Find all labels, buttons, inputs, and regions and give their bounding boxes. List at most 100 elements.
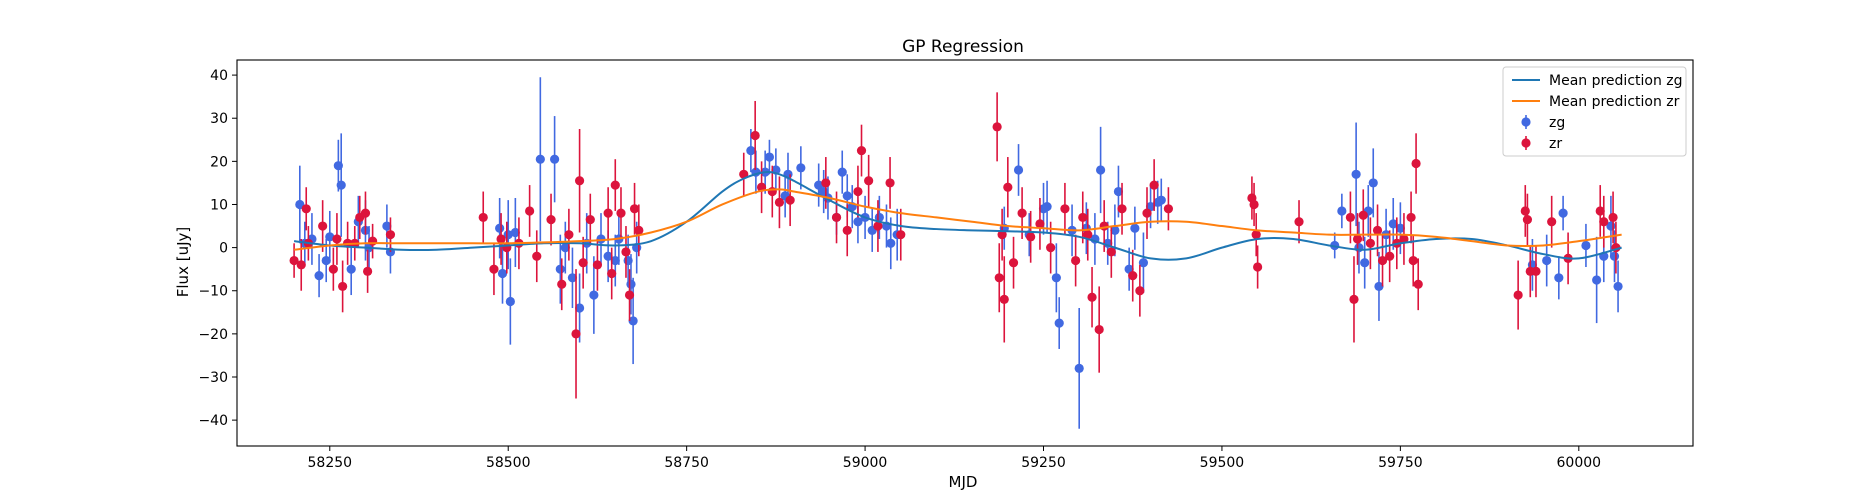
x-tick-label: 60000 xyxy=(1557,455,1602,471)
zr-point xyxy=(767,186,777,197)
zg-point xyxy=(510,227,520,238)
zg-point xyxy=(1054,318,1064,328)
zr-point xyxy=(363,266,373,276)
zg-point xyxy=(1360,258,1370,268)
zg-point xyxy=(1609,251,1620,261)
zr-point xyxy=(853,186,863,197)
x-tick-label: 59250 xyxy=(1021,455,1066,471)
zr-point xyxy=(1408,255,1418,266)
line-mean-prediction-zr xyxy=(293,188,1622,251)
zr-point xyxy=(1094,324,1104,335)
zr-point xyxy=(607,268,617,279)
y-tick-label: 10 xyxy=(210,197,228,213)
zg-point xyxy=(535,154,545,164)
zg-point xyxy=(1581,240,1591,251)
legend-label: zr xyxy=(1549,136,1562,152)
zr-point xyxy=(864,176,874,186)
zg-point xyxy=(842,191,852,201)
zr-point xyxy=(616,208,626,218)
zr-point xyxy=(1253,262,1263,272)
zr-point xyxy=(1003,182,1013,192)
y-tick-label: −20 xyxy=(198,327,228,343)
zg-point xyxy=(550,154,560,164)
zr-point xyxy=(1099,221,1109,231)
zr-point xyxy=(1071,255,1081,266)
x-tick-label: 59750 xyxy=(1378,455,1423,471)
zr-point xyxy=(332,234,342,244)
zg-point xyxy=(560,243,570,253)
zg-point xyxy=(382,221,392,231)
zr-point xyxy=(873,221,883,231)
zg-point xyxy=(1354,243,1364,253)
x-tick-label: 58250 xyxy=(308,455,353,471)
zg-point xyxy=(1130,223,1140,233)
zg-point xyxy=(1051,273,1061,283)
zr-point xyxy=(774,197,785,207)
zr-point xyxy=(296,260,306,270)
zg-point xyxy=(555,264,565,274)
legend-box xyxy=(1502,66,1687,157)
zr-point xyxy=(1128,271,1138,281)
zr-point xyxy=(621,247,631,257)
zr-point xyxy=(1249,199,1259,210)
zr-point xyxy=(574,176,585,186)
zg-point xyxy=(505,296,515,307)
y-tick-label: −30 xyxy=(198,370,228,386)
zg-point xyxy=(1395,223,1405,233)
zr-point xyxy=(1149,180,1159,190)
zr-point xyxy=(592,260,603,270)
line-mean-prediction-zg xyxy=(293,170,1622,261)
zr-point xyxy=(1008,258,1019,268)
zr-point xyxy=(1365,238,1375,248)
zr-point xyxy=(1083,230,1093,240)
zr-point xyxy=(1017,208,1027,218)
zr-point xyxy=(301,204,311,214)
zg-point xyxy=(1368,178,1378,188)
zr-point xyxy=(821,178,831,188)
zr-point xyxy=(289,255,299,266)
legend-label: Mean prediction zr xyxy=(1549,94,1680,110)
y-axis-title: Flux [uJy] xyxy=(174,227,192,297)
zr-point xyxy=(360,208,371,218)
zr-point xyxy=(1035,219,1045,229)
zg-point xyxy=(1592,275,1602,285)
zg-point xyxy=(628,316,638,326)
zr-point xyxy=(578,258,588,268)
zr-point xyxy=(603,208,613,218)
zg-point xyxy=(1138,258,1149,268)
y-tick-label: 40 xyxy=(210,68,228,84)
zg-point xyxy=(1074,363,1084,373)
zr-point xyxy=(1547,217,1557,227)
zr-point xyxy=(368,236,378,246)
zg-point xyxy=(497,268,508,279)
zr-point xyxy=(1406,212,1416,223)
zr-point xyxy=(750,130,760,141)
zr-point xyxy=(785,195,795,205)
zg-point xyxy=(1351,169,1361,179)
zr-point xyxy=(478,212,488,223)
zg-point xyxy=(1110,225,1120,235)
zr-point xyxy=(571,329,581,339)
zg-point xyxy=(1613,281,1623,292)
zg-point xyxy=(321,255,331,266)
legend-label: zg xyxy=(1549,115,1565,131)
y-tick-label: 30 xyxy=(210,111,228,127)
zg-point xyxy=(567,273,578,283)
legend-label: Mean prediction zg xyxy=(1549,73,1683,89)
zr-point xyxy=(1352,234,1363,244)
zr-point xyxy=(1163,204,1174,214)
zg-point xyxy=(503,230,513,240)
zr-point xyxy=(1385,251,1395,261)
zr-point xyxy=(624,290,635,300)
zg-point xyxy=(814,180,824,190)
zr-point xyxy=(496,234,506,244)
y-tick-label: 20 xyxy=(210,154,228,170)
zr-point xyxy=(546,214,556,225)
zg-point xyxy=(1337,206,1347,216)
zr-point xyxy=(831,212,842,223)
zr-point xyxy=(1520,206,1530,216)
zg-point xyxy=(796,163,806,173)
plot-area xyxy=(289,77,1623,429)
zr-point xyxy=(885,178,895,188)
zr-point xyxy=(1531,266,1541,276)
